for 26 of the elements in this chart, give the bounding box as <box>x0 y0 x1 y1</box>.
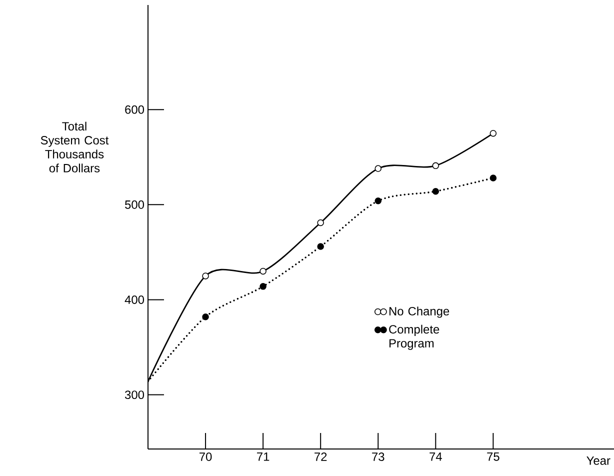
x-axis-title: Year <box>586 456 610 465</box>
x-tick-label: 73 <box>372 452 384 461</box>
point <box>432 162 440 170</box>
point <box>317 219 324 226</box>
x-tick-label: 72 <box>314 452 327 461</box>
legend-label: Complete Program <box>389 324 440 350</box>
point <box>490 174 497 182</box>
y-tick-label: 500 <box>125 200 144 209</box>
y-axis-title: Total System Cost Thousands of Dollars <box>40 122 109 172</box>
x-tick-label: 70 <box>199 452 212 461</box>
point <box>202 272 209 280</box>
point <box>260 283 266 290</box>
x-tick-label: 75 <box>487 452 500 461</box>
point <box>374 197 382 204</box>
x-tick-label: 74 <box>430 452 442 461</box>
legend-label: No Change <box>389 306 450 318</box>
point <box>260 268 266 275</box>
point <box>374 165 382 172</box>
y-tick-label: 600 <box>125 105 144 114</box>
point <box>202 313 209 320</box>
point <box>490 130 497 137</box>
y-tick-label: 400 <box>124 296 144 304</box>
x-tick-label: 71 <box>257 452 270 461</box>
point <box>432 188 440 195</box>
y-tick-label: 300 <box>124 390 144 400</box>
point <box>317 243 324 250</box>
